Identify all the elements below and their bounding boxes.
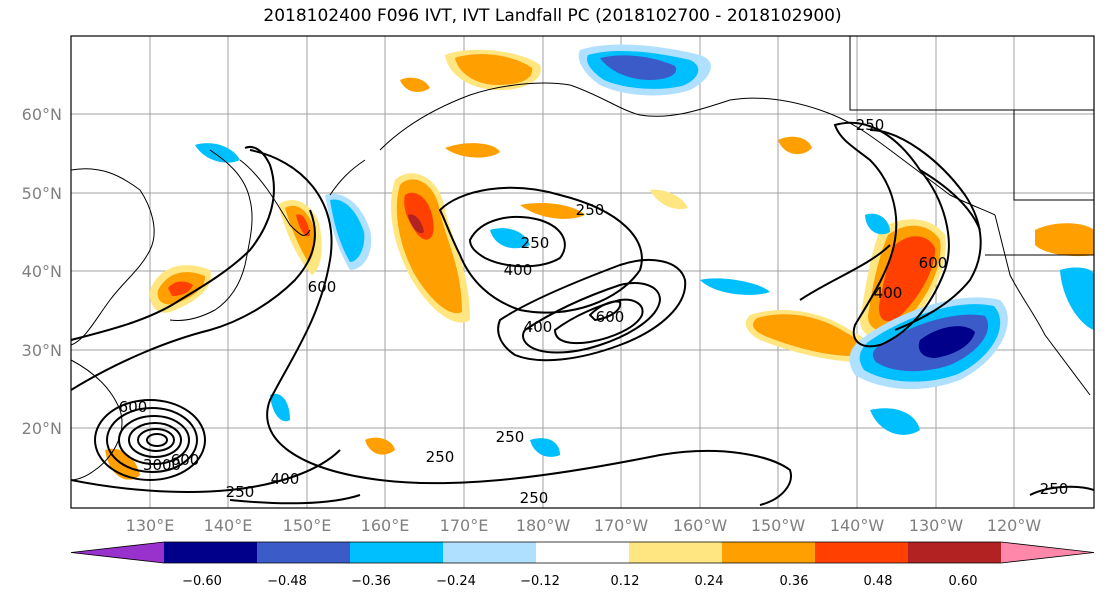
contour-label: 250: [426, 448, 455, 466]
contour-label: 600: [119, 398, 148, 416]
lon-label: 140°E: [204, 516, 253, 535]
colorbar-tick-label: −0.48: [267, 574, 307, 589]
lon-label: 170°E: [440, 516, 489, 535]
pc-shading: [105, 44, 1094, 480]
contour-label: 250: [856, 116, 885, 134]
map-frame: [70, 35, 1095, 509]
colorbar-swatch: [443, 542, 536, 563]
contour-label: 250: [1040, 480, 1069, 498]
lon-label: 160°W: [673, 516, 728, 535]
contour-label: 250: [520, 489, 549, 507]
contour-label: 400: [504, 261, 533, 279]
contour-label: 250: [521, 234, 550, 252]
colorbar-tick-label: −0.60: [182, 574, 222, 589]
colorbar-tick-label: −0.12: [520, 574, 560, 589]
contour-label: 400: [271, 470, 300, 488]
lat-label: 40°N: [22, 262, 62, 281]
contour-label: 600: [308, 278, 337, 296]
colorbar-tick-label: 0.60: [949, 574, 978, 589]
contour-label: 600: [171, 451, 200, 469]
colorbar-tick-label: −0.24: [436, 574, 476, 589]
lat-label: 30°N: [22, 341, 62, 360]
lon-label: 130°W: [909, 516, 964, 535]
contour-label: 250: [496, 428, 525, 446]
lon-label: 170°W: [594, 516, 649, 535]
colorbar-swatch: [536, 542, 629, 563]
colorbar-swatch: [1001, 542, 1094, 563]
lon-label: 150°E: [283, 516, 332, 535]
coastlines: [71, 36, 1094, 481]
contour-label: 3000: [143, 456, 181, 474]
lat-label: 60°N: [22, 105, 62, 124]
colorbar-outline: [70, 541, 1095, 564]
colorbar-swatch: [350, 542, 443, 563]
colorbar-tick-label: −0.36: [351, 574, 391, 589]
colorbar-swatch: [908, 542, 1001, 563]
colorbar-swatch: [71, 542, 164, 563]
lat-label: 20°N: [22, 419, 62, 438]
colorbar-tick-label: 0.48: [864, 574, 893, 589]
contour-label: 600: [919, 254, 948, 272]
lon-label: 120°W: [987, 516, 1042, 535]
latitude-labels: 60°N 50°N 40°N 30°N 20°N: [22, 105, 62, 438]
colorbar-swatch: [629, 542, 722, 563]
ivt-contours: [71, 121, 1094, 506]
colorbar-swatch: [815, 542, 908, 563]
colorbar-tick-label: 0.12: [611, 574, 640, 589]
lon-label: 180°W: [516, 516, 571, 535]
gridlines: [71, 36, 1094, 508]
colorbar-swatch: [164, 542, 257, 563]
colorbar: −0.60 −0.48 −0.36 −0.24 −0.12 0.12 0.24 …: [70, 541, 1095, 589]
lon-label: 130°E: [126, 516, 175, 535]
lat-label: 50°N: [22, 184, 62, 203]
contour-label: 250: [576, 201, 605, 219]
longitude-labels: 130°E 140°E 150°E 160°E 170°E 180°W 170°…: [126, 516, 1042, 535]
contour-label: 400: [874, 284, 903, 302]
contour-label: 400: [524, 318, 553, 336]
contour-labels: 250 250 400 250 400 600 600 250 400 250 …: [119, 116, 1069, 507]
lon-label: 150°W: [751, 516, 806, 535]
colorbar-segments: [70, 541, 1095, 564]
map-title: 2018102400 F096 IVT, IVT Landfall PC (20…: [263, 6, 842, 26]
contour-label: 250: [226, 483, 255, 501]
colorbar-swatch: [722, 542, 815, 563]
contour-label: 600: [596, 308, 625, 326]
lon-label: 160°E: [361, 516, 410, 535]
colorbar-tick-label: 0.24: [695, 574, 724, 589]
colorbar-ticks: −0.60 −0.48 −0.36 −0.24 −0.12 0.12 0.24 …: [182, 574, 977, 589]
colorbar-tick-label: 0.36: [780, 574, 809, 589]
lon-label: 140°W: [830, 516, 885, 535]
colorbar-swatch: [257, 542, 350, 563]
